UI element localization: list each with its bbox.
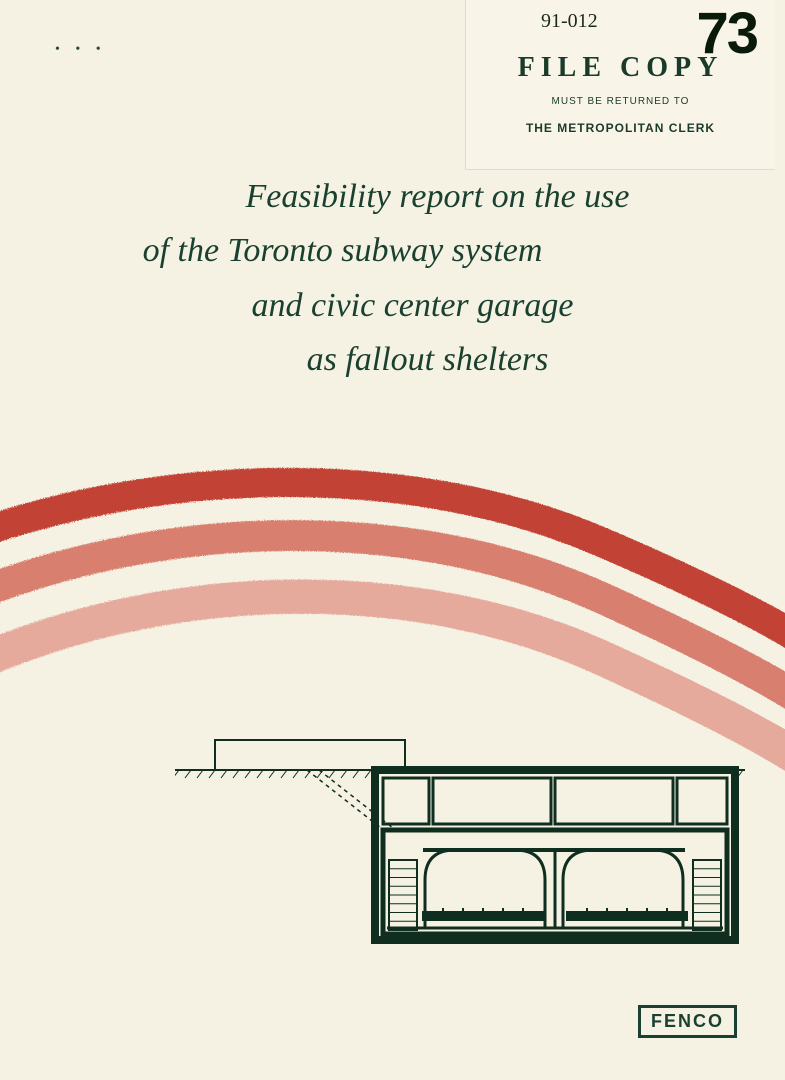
title-line-3: and civic center garage [0, 279, 785, 333]
clerk-office: THE METROPOLITAN CLERK [466, 121, 775, 135]
file-number: 73 [696, 0, 757, 67]
title-line-2: of the Toronto subway system [0, 224, 785, 278]
decorative-dots: • • • [55, 42, 107, 58]
shelter-cross-section-diagram [175, 700, 745, 950]
return-instruction: MUST BE RETURNED TO [466, 96, 775, 107]
file-label-sticker: 91-012 73 FILE COPY MUST BE RETURNED TO … [465, 0, 775, 170]
archive-code: 91-012 [541, 10, 598, 33]
title-line-1: Feasibility report on the use [0, 170, 785, 224]
company-logo-fenco: FENCO [638, 1005, 737, 1038]
report-title: Feasibility report on the use of the Tor… [0, 170, 785, 388]
title-line-4: as fallout shelters [0, 333, 785, 387]
